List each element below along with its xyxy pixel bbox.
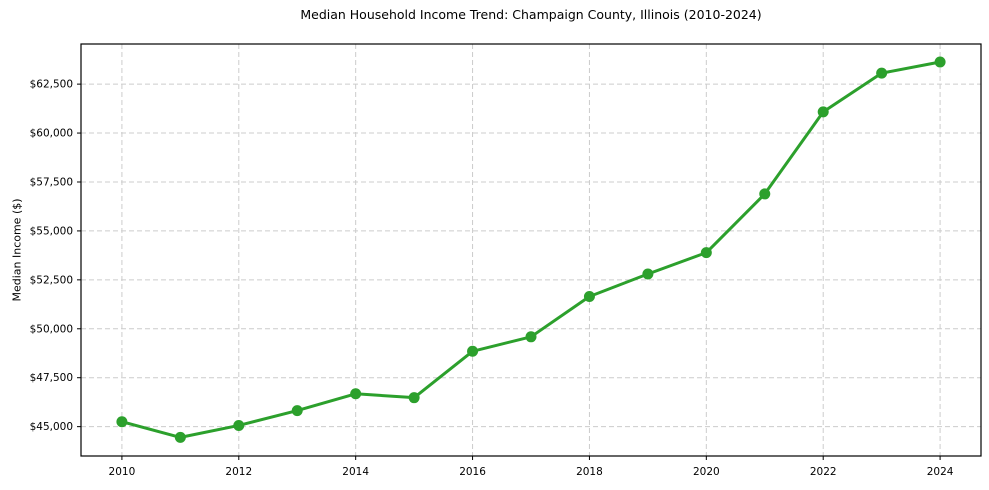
data-point <box>700 247 712 259</box>
data-point <box>934 56 946 68</box>
data-point <box>759 188 771 200</box>
x-tick-label: 2014 <box>342 466 369 478</box>
y-tick-label: $55,000 <box>30 225 73 237</box>
chart-title: Median Household Income Trend: Champaign… <box>300 7 762 22</box>
data-point <box>583 290 595 302</box>
axes-background <box>81 44 981 456</box>
data-point <box>525 331 537 343</box>
x-tick-label: 2012 <box>225 466 252 478</box>
y-tick-label: $45,000 <box>30 421 73 433</box>
x-tick-label: 2010 <box>109 466 136 478</box>
y-tick-label: $62,500 <box>30 79 73 91</box>
axis-frame <box>80 43 982 457</box>
x-tick-label: 2022 <box>810 466 837 478</box>
y-tick-label: $52,500 <box>30 274 73 286</box>
x-tick-label: 2024 <box>927 466 954 478</box>
x-tick-label: 2018 <box>576 466 603 478</box>
data-point <box>876 67 888 79</box>
data-point <box>817 106 829 118</box>
data-point <box>291 405 303 417</box>
y-tick-label: $57,500 <box>30 176 73 188</box>
data-point <box>408 392 420 404</box>
x-tick-label: 2020 <box>693 466 720 478</box>
data-point <box>350 388 362 400</box>
data-point <box>467 345 479 357</box>
data-point <box>233 419 245 431</box>
y-tick-label: $50,000 <box>30 323 73 335</box>
data-point <box>642 268 654 280</box>
y-tick-label: $47,500 <box>30 372 73 384</box>
x-tick-label: 2016 <box>459 466 486 478</box>
y-tick-label: $60,000 <box>30 128 73 140</box>
data-point <box>174 431 186 443</box>
data-point <box>116 416 128 428</box>
